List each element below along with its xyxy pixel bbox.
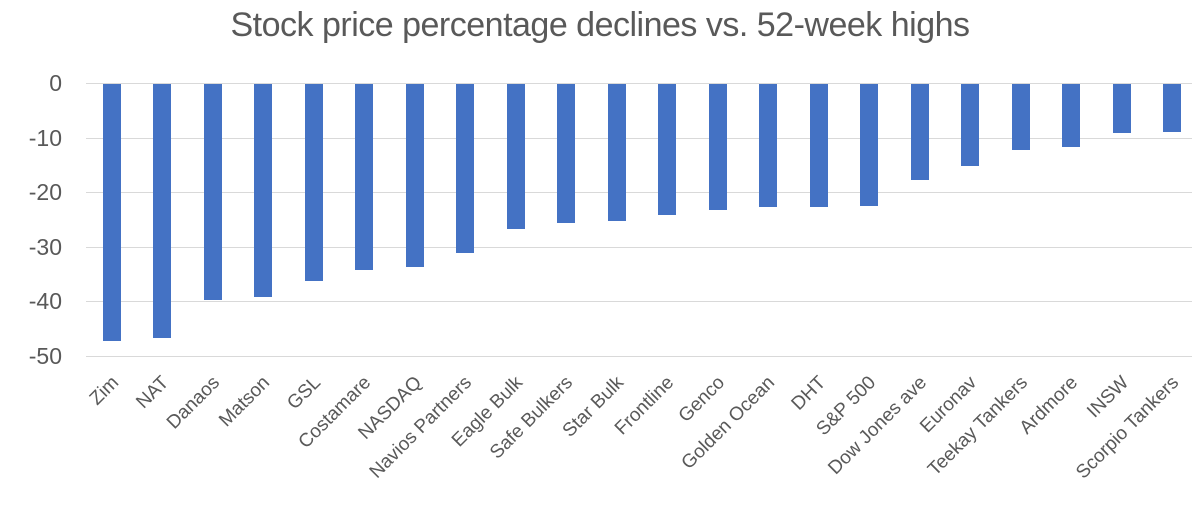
gridline xyxy=(86,301,1192,302)
bar-teekay-tankers xyxy=(1012,84,1030,150)
bar-gsl xyxy=(305,84,323,281)
gridline xyxy=(86,192,1192,193)
bar-safe-bulkers xyxy=(557,84,575,223)
bar-zim xyxy=(103,84,121,341)
y-axis-tick-label: -30 xyxy=(28,234,62,260)
gridline xyxy=(86,247,1192,248)
gridline xyxy=(86,83,1192,84)
bar-dht xyxy=(810,84,828,207)
bar-matson xyxy=(254,84,272,297)
bar-euronav xyxy=(961,84,979,166)
bar-ardmore xyxy=(1062,84,1080,147)
y-axis-tick-label: 0 xyxy=(49,70,62,96)
gridline xyxy=(86,356,1192,357)
bar-dow-jones-ave xyxy=(911,84,929,180)
gridline xyxy=(86,138,1192,139)
bar-golden-ocean xyxy=(759,84,777,207)
y-axis-tick-label: -10 xyxy=(28,125,62,151)
bar-s-p-500 xyxy=(860,84,878,206)
bar-frontline xyxy=(658,84,676,215)
chart-title: Stock price percentage declines vs. 52-w… xyxy=(230,6,970,44)
bar-navios-partners xyxy=(456,84,474,253)
y-axis-tick-label: -50 xyxy=(28,343,62,369)
bar-genco xyxy=(709,84,727,210)
bar-eagle-bulk xyxy=(507,84,525,229)
y-axis-tick-label: -20 xyxy=(28,179,62,205)
bar-danaos xyxy=(204,84,222,300)
bar-nasdaq xyxy=(406,84,424,267)
bar-nat xyxy=(153,84,171,338)
bar-scorpio-tankers xyxy=(1163,84,1181,132)
bar-star-bulk xyxy=(608,84,626,221)
bar-insw xyxy=(1113,84,1131,133)
y-axis-tick-label: -40 xyxy=(28,288,62,314)
bar-costamare xyxy=(355,84,373,270)
